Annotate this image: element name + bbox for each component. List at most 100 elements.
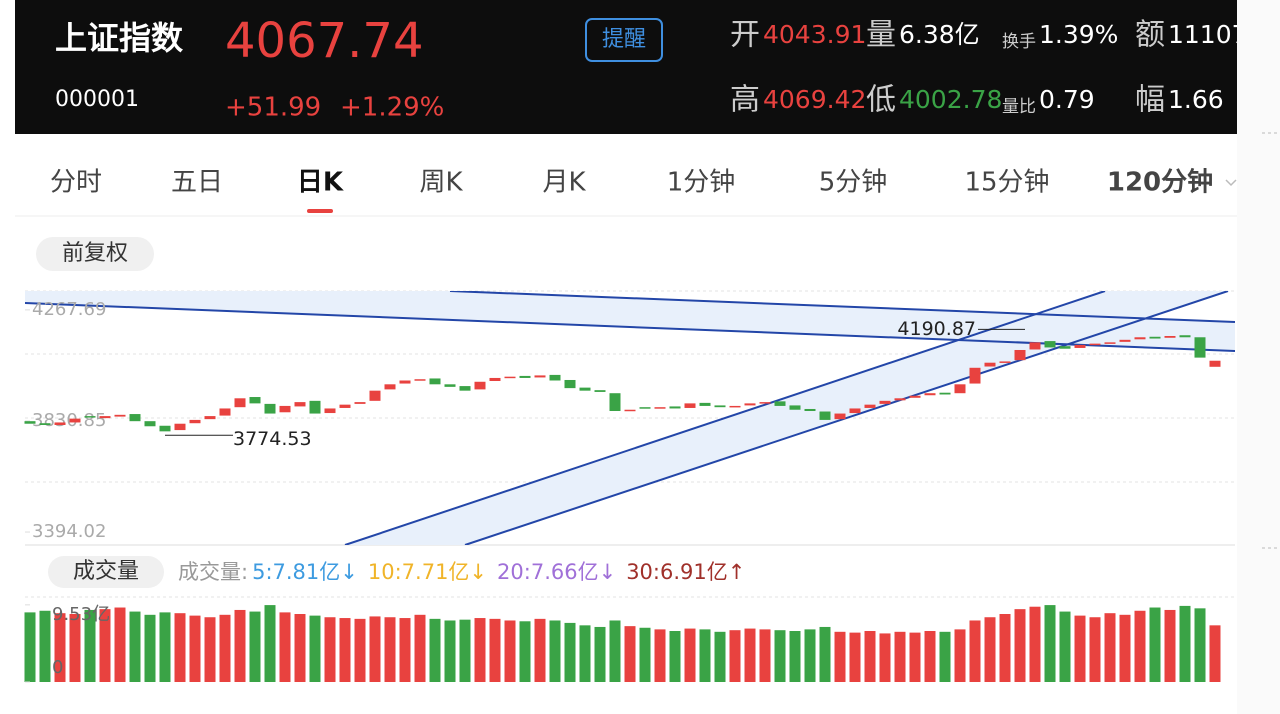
stat-value: 1.39%: [1039, 20, 1118, 49]
volume-bar: [834, 631, 846, 682]
volume-bar: [699, 629, 711, 682]
volume-bar: [414, 614, 426, 682]
candle: [519, 375, 531, 378]
candle: [1074, 344, 1086, 348]
candle: [759, 402, 771, 404]
volume-bar: [924, 631, 936, 682]
candle: [189, 419, 201, 424]
candle: [984, 362, 996, 367]
trend-line: [344, 291, 1106, 545]
tab[interactable]: 五日: [171, 168, 223, 198]
tab[interactable]: 5分钟: [819, 168, 888, 198]
side-strip: [1237, 0, 1280, 714]
volume-bar: [1194, 608, 1206, 682]
candle: [579, 387, 591, 391]
volume-bar: [969, 620, 981, 682]
annotation: 3774.53: [233, 428, 312, 450]
candle: [1134, 337, 1146, 340]
candle: [1059, 346, 1071, 349]
candle: [444, 384, 456, 387]
volume-bar: [474, 618, 486, 682]
stat-label: 高: [730, 83, 760, 118]
volume-bar: [519, 621, 531, 682]
adjust-label[interactable]: 前复权: [62, 241, 128, 266]
header-bg: [0, 0, 1237, 134]
tab[interactable]: 1分钟: [667, 168, 736, 198]
volume-bar: [1209, 625, 1221, 682]
remind-label[interactable]: 提醒: [602, 27, 646, 52]
volume-bar: [309, 615, 321, 682]
remind-button[interactable]: [585, 18, 663, 62]
volume-bar: [24, 612, 36, 682]
more-arrow[interactable]: [1225, 179, 1237, 187]
candle: [249, 397, 261, 404]
candle: [1179, 335, 1191, 338]
volume-bar: [114, 607, 126, 682]
edge: [0, 0, 15, 134]
volume-bar: [399, 618, 411, 682]
channel-fill: [25, 291, 1235, 351]
volume-bar: [549, 620, 561, 682]
volume-bar: [1149, 607, 1161, 682]
candle: [369, 390, 381, 401]
candle: [1029, 342, 1041, 350]
volume-pill[interactable]: [48, 556, 164, 588]
candle: [939, 392, 951, 395]
tab[interactable]: 分时: [50, 168, 102, 198]
candle: [969, 367, 981, 384]
candle: [1119, 339, 1131, 342]
stat-value: 0.79: [1039, 85, 1095, 114]
tab[interactable]: 15分钟: [964, 168, 1049, 198]
candle: [669, 406, 681, 409]
candle: [1164, 336, 1176, 338]
tab-bar: [15, 134, 1237, 216]
candle: [774, 401, 786, 406]
volume-bar: [489, 618, 501, 682]
volume-bar: [594, 626, 606, 682]
candle: [384, 384, 396, 390]
volume-bar: [954, 629, 966, 682]
candle: [309, 400, 321, 414]
candle: [1194, 337, 1206, 358]
candle: [534, 375, 546, 378]
volume-bar: [99, 609, 111, 682]
annotation: 4190.87: [897, 318, 976, 340]
candle: [819, 411, 831, 420]
volume-bar: [999, 614, 1011, 682]
candle: [564, 379, 576, 389]
volume-title[interactable]: 成交量: [73, 559, 139, 584]
volume-bar: [504, 620, 516, 682]
volume-bar: [864, 631, 876, 682]
candle: [639, 407, 651, 409]
tab[interactable]: 周K: [419, 168, 463, 198]
candle: [459, 386, 471, 391]
candle: [204, 416, 216, 420]
volume-bar: [234, 609, 246, 682]
volume-bar: [654, 629, 666, 682]
candle: [414, 379, 426, 381]
candle: [129, 414, 141, 422]
stat-value: 6.38亿: [899, 20, 980, 49]
candle: [654, 407, 666, 409]
tab[interactable]: 日K: [297, 168, 344, 198]
candle: [1149, 336, 1161, 339]
volume-bar: [219, 614, 231, 682]
tab[interactable]: 月K: [542, 168, 586, 198]
volume-bar: [429, 618, 441, 682]
candle: [684, 403, 696, 408]
candle: [399, 380, 411, 384]
candle: [909, 395, 921, 398]
adjust-pill[interactable]: [36, 237, 154, 271]
volume-bar: [1014, 609, 1026, 682]
stat-label: 开: [730, 18, 760, 53]
candle: [1104, 342, 1116, 344]
ma-legend: 20:7.66亿↓: [497, 560, 616, 584]
candle: [1044, 341, 1056, 348]
candle: [504, 376, 516, 379]
volume-bar: [879, 633, 891, 682]
volume-bar: [204, 617, 216, 682]
volume-bar: [894, 631, 906, 682]
volume-bar: [1119, 614, 1131, 682]
candle: [1209, 360, 1221, 367]
tab[interactable]: 120分钟: [1107, 167, 1213, 198]
